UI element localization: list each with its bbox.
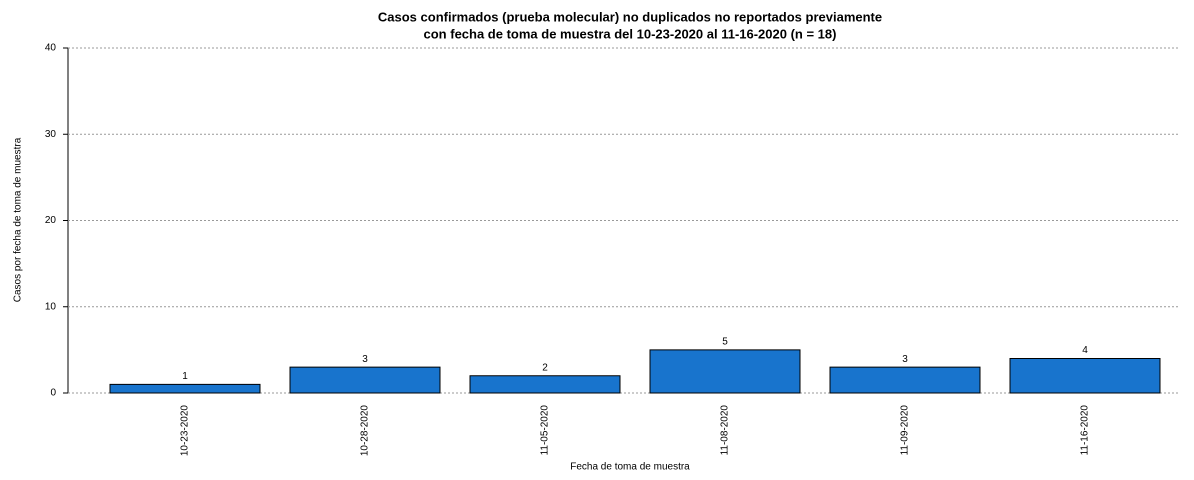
- x-tick-label: 10-28-2020: [360, 405, 371, 457]
- bar: [289, 366, 441, 394]
- chart-title: con fecha de toma de muestra del 10-23-2…: [424, 26, 837, 41]
- y-tick-label: 40: [45, 43, 57, 54]
- x-tick-label: 10-23-2020: [180, 405, 191, 457]
- value-label: 4: [1082, 345, 1088, 356]
- x-tick-label: 11-09-2020: [900, 405, 911, 456]
- x-tick-label: 11-05-2020: [540, 405, 551, 456]
- y-tick-label: 10: [45, 301, 57, 312]
- bar: [1009, 358, 1161, 394]
- bar: [829, 366, 981, 394]
- bar: [109, 383, 261, 394]
- x-tick-label: 11-08-2020: [720, 405, 731, 456]
- y-axis-label: Casos por fecha de toma de muestra: [13, 137, 24, 302]
- value-label: 2: [542, 362, 548, 373]
- value-label: 1: [182, 371, 188, 382]
- value-label: 3: [902, 354, 908, 365]
- y-tick-label: 20: [45, 215, 57, 226]
- value-label: 5: [722, 337, 728, 348]
- x-tick-label: 11-16-2020: [1080, 405, 1091, 456]
- x-axis-label: Fecha de toma de muestra: [570, 462, 690, 473]
- chart-title: Casos confirmados (prueba molecular) no …: [378, 9, 882, 24]
- y-tick-label: 0: [50, 388, 56, 399]
- value-label: 3: [362, 354, 368, 365]
- y-tick-label: 30: [45, 129, 57, 140]
- bar: [649, 349, 801, 394]
- bar: [469, 375, 621, 394]
